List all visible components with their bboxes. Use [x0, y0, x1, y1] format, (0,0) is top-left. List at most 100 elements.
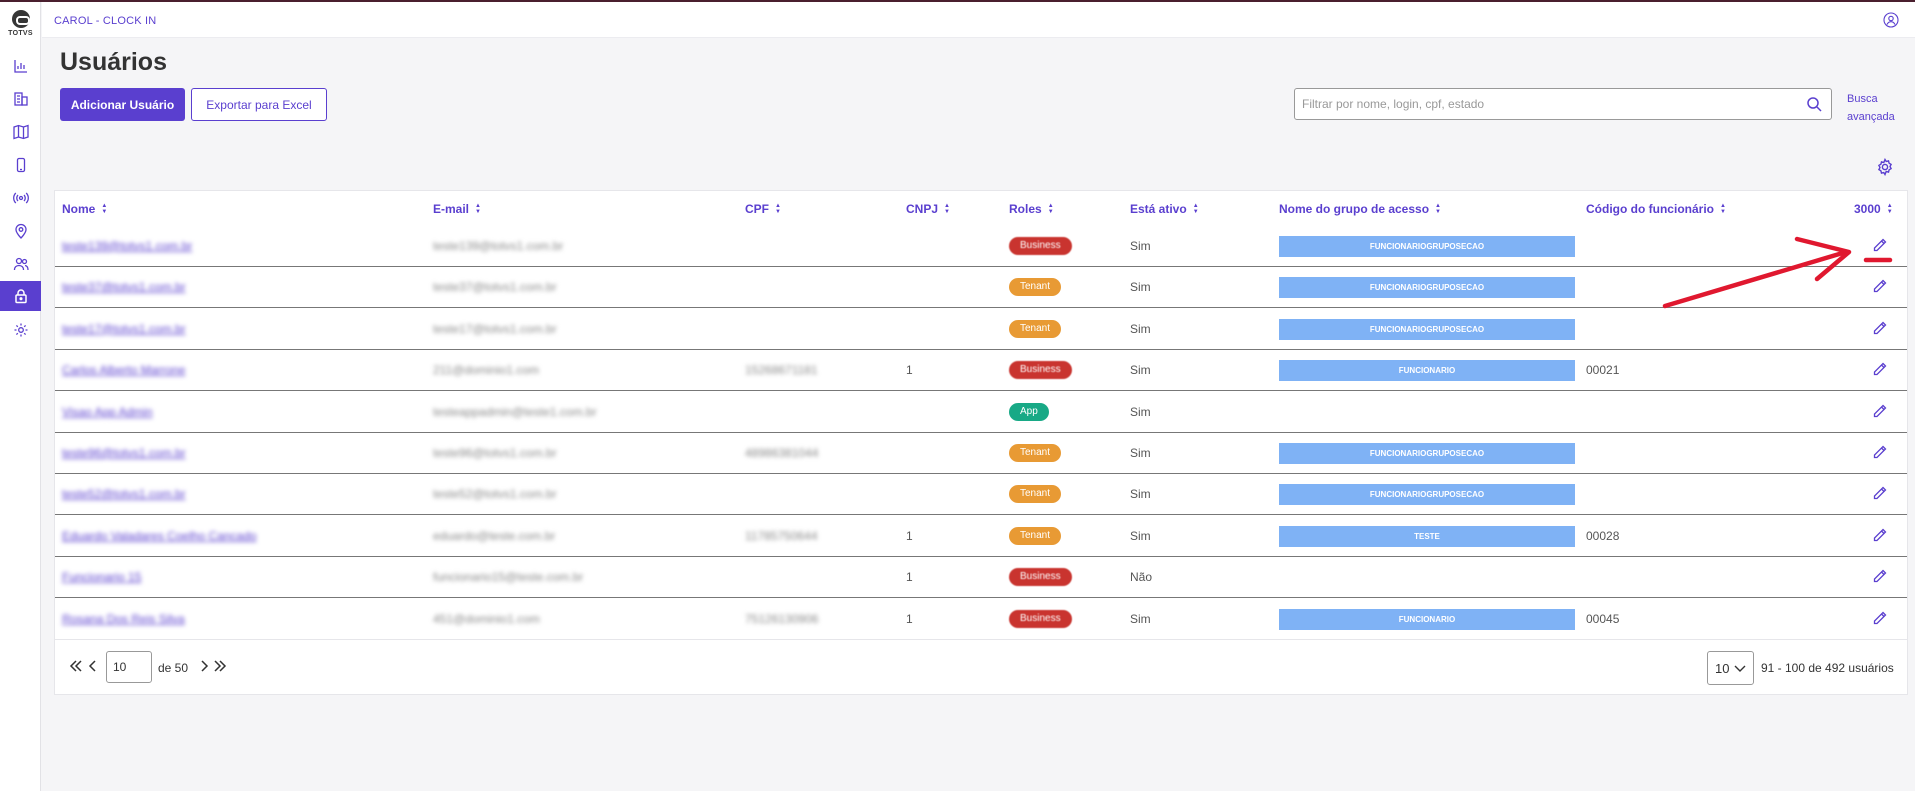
user-email: eduardo@teste.com.br [433, 528, 556, 543]
users-table: Nome ▲ ▼ E-mail ▲ ▼ CPF ▲ ▼ CNPJ ▲ ▼ Roles ▲ ▼ Est… [54, 190, 1908, 695]
active-status: Não [1130, 570, 1153, 585]
edit-pencil-icon[interactable] [1872, 444, 1888, 460]
column-header-3000[interactable]: 3000 ▲ ▼ [1854, 202, 1893, 216]
column-header-access-group[interactable]: Nome do grupo de acesso ▲ ▼ [1279, 202, 1441, 216]
user-name-link[interactable]: Funcionario 15 [62, 570, 142, 585]
sidebar-item-organizations[interactable] [0, 84, 41, 114]
user-name-link[interactable]: Eduardo Valadares Coelho Cancado [62, 528, 257, 543]
role-badge: Business [1009, 609, 1072, 628]
edit-pencil-icon[interactable] [1872, 237, 1888, 253]
column-header-cpf-label: CPF [745, 202, 769, 216]
next-page-button[interactable] [199, 659, 209, 673]
first-page-button[interactable] [69, 659, 83, 673]
active-status: Sim [1130, 363, 1151, 378]
role-badge: App [1009, 402, 1049, 421]
edit-pencil-icon[interactable] [1872, 278, 1888, 294]
sidebar-item-users[interactable] [0, 249, 41, 279]
user-name-link[interactable]: teste96@totvs1.com.br [62, 446, 186, 460]
column-header-email[interactable]: E-mail ▲ ▼ [433, 202, 481, 216]
active-status: Sim [1130, 528, 1151, 543]
add-user-button[interactable]: Adicionar Usuário [60, 88, 185, 121]
advanced-search-link[interactable]: Busca avançada [1847, 90, 1907, 126]
table-row: teste96@totvs1.com.br teste96@totvs1.com.… [55, 433, 1907, 474]
sidebar-item-security[interactable] [0, 281, 41, 311]
user-email: testeappadmin@teste1.com.br [433, 404, 597, 419]
active-status: Sim [1130, 321, 1151, 336]
employee-code: 00021 [1586, 363, 1620, 378]
employee-code: 00028 [1586, 528, 1620, 543]
user-name-link[interactable]: Visao App Admin [62, 404, 153, 419]
active-status: Sim [1130, 487, 1151, 502]
sidebar-item-broadcast[interactable] [0, 183, 41, 213]
column-header-active-label: Está ativo [1130, 202, 1187, 216]
user-cnpj: 1 [906, 570, 913, 585]
role-badge: Business [1009, 568, 1072, 587]
map-icon [12, 124, 29, 140]
column-settings-gear-icon[interactable] [1876, 158, 1894, 176]
table-row: Rosana Dos Reis Silva 451@dominio1.com 751… [55, 599, 1907, 640]
advanced-search-label-2: avançada [1847, 111, 1895, 123]
page-number-input[interactable] [106, 651, 152, 683]
user-name-link[interactable]: teste37@totvs1.com.br [62, 280, 186, 295]
search-icon[interactable] [1806, 96, 1822, 112]
edit-pencil-icon[interactable] [1872, 485, 1888, 501]
edit-pencil-icon[interactable] [1872, 403, 1888, 419]
sidebar-item-dashboard[interactable] [0, 51, 41, 81]
column-header-cpf[interactable]: CPF ▲ ▼ [745, 202, 781, 216]
chevron-down-icon [1734, 665, 1746, 672]
user-email: teste96@totvs1.com.br [433, 446, 557, 460]
column-header-roles[interactable]: Roles ▲ ▼ [1009, 202, 1054, 216]
column-header-employee-code-label: Código do funcionário [1586, 202, 1714, 216]
advanced-search-label-1: Busca [1847, 93, 1878, 105]
search-box [1294, 88, 1832, 120]
user-name-link[interactable]: teste52@totvs1.com.br [62, 487, 186, 502]
column-header-employee-code[interactable]: Código do funcionário ▲ ▼ [1586, 202, 1726, 216]
active-status: Sim [1130, 280, 1151, 295]
role-badge: Tenant [1009, 526, 1062, 545]
user-avatar-icon[interactable] [1883, 12, 1899, 28]
user-email: 451@dominio1.com [433, 611, 540, 626]
broadcast-icon [12, 192, 29, 204]
sidebar-item-settings[interactable] [0, 315, 41, 345]
logo-text: TOTVS [8, 30, 33, 37]
edit-pencil-icon[interactable] [1872, 527, 1888, 543]
column-header-email-label: E-mail [433, 202, 470, 216]
edit-pencil-icon[interactable] [1872, 568, 1888, 584]
table-row: Funcionario 15 funcionario15@teste.com.br… [55, 557, 1907, 599]
previous-page-button[interactable] [88, 659, 98, 673]
users-icon [13, 257, 29, 271]
page-size-select[interactable]: 10 [1707, 651, 1754, 685]
user-name-link[interactable]: Carlos Alberto Marrone [62, 363, 186, 378]
column-header-name[interactable]: Nome ▲ ▼ [62, 202, 107, 216]
column-header-cnpj[interactable]: CNPJ ▲ ▼ [906, 202, 950, 216]
edit-pencil-icon[interactable] [1872, 320, 1888, 336]
user-name-link[interactable]: teste17@totvs1.com.br [62, 321, 186, 336]
role-badge: Tenant [1009, 278, 1062, 297]
role-badge: Business [1009, 361, 1072, 380]
total-pages-text: de 50 [158, 661, 189, 675]
user-name-link[interactable]: teste139@totvs1.com.br [62, 239, 193, 253]
column-header-active[interactable]: Está ativo ▲ ▼ [1130, 202, 1199, 216]
last-page-button[interactable] [213, 659, 227, 673]
access-group-badge: FUNCIONARIOGRUPOSECAO [1279, 443, 1575, 464]
totvs-logo-icon [11, 10, 30, 28]
column-header-roles-label: Roles [1009, 202, 1042, 216]
sidebar-item-locations[interactable] [0, 216, 41, 246]
totvs-logo[interactable]: TOTVS [0, 10, 41, 37]
user-name-link[interactable]: Rosana Dos Reis Silva [62, 611, 185, 626]
user-cnpj: 1 [906, 528, 913, 543]
sort-icon: ▲ ▼ [944, 203, 950, 215]
column-header-access-group-label: Nome do grupo de acesso [1279, 202, 1430, 216]
search-input[interactable] [1295, 89, 1785, 119]
edit-pencil-icon[interactable] [1872, 610, 1888, 626]
chevron-left-icon [88, 660, 96, 672]
access-group-badge: TESTE [1279, 525, 1575, 547]
sidebar-item-map[interactable] [0, 117, 41, 147]
export-excel-button[interactable]: Exportar para Excel [191, 88, 327, 121]
user-email: teste52@totvs1.com.br [433, 487, 557, 502]
column-header-3000-label: 3000 [1854, 202, 1881, 216]
sort-icon: ▲ ▼ [1719, 203, 1726, 215]
edit-pencil-icon[interactable] [1872, 361, 1888, 377]
user-email: 211@dominio1.com [433, 363, 540, 378]
sidebar-item-devices[interactable] [0, 150, 41, 180]
